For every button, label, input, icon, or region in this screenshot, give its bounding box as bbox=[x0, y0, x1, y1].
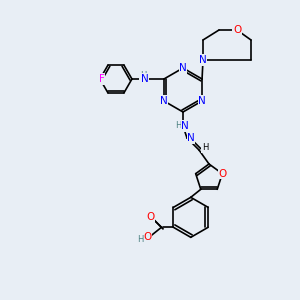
Text: F: F bbox=[99, 74, 105, 84]
Text: N: N bbox=[179, 63, 187, 73]
Text: N: N bbox=[181, 121, 189, 131]
Text: N: N bbox=[198, 96, 206, 106]
Text: H: H bbox=[137, 235, 144, 244]
Text: H: H bbox=[175, 121, 181, 130]
Text: O: O bbox=[233, 25, 241, 35]
Text: O: O bbox=[143, 232, 152, 242]
Text: H: H bbox=[140, 70, 146, 80]
Text: N: N bbox=[141, 74, 149, 84]
Text: N: N bbox=[199, 55, 207, 65]
Text: O: O bbox=[218, 169, 226, 179]
Text: N: N bbox=[187, 133, 195, 143]
Text: N: N bbox=[160, 96, 168, 106]
Text: H: H bbox=[202, 143, 208, 152]
Text: O: O bbox=[146, 212, 154, 222]
